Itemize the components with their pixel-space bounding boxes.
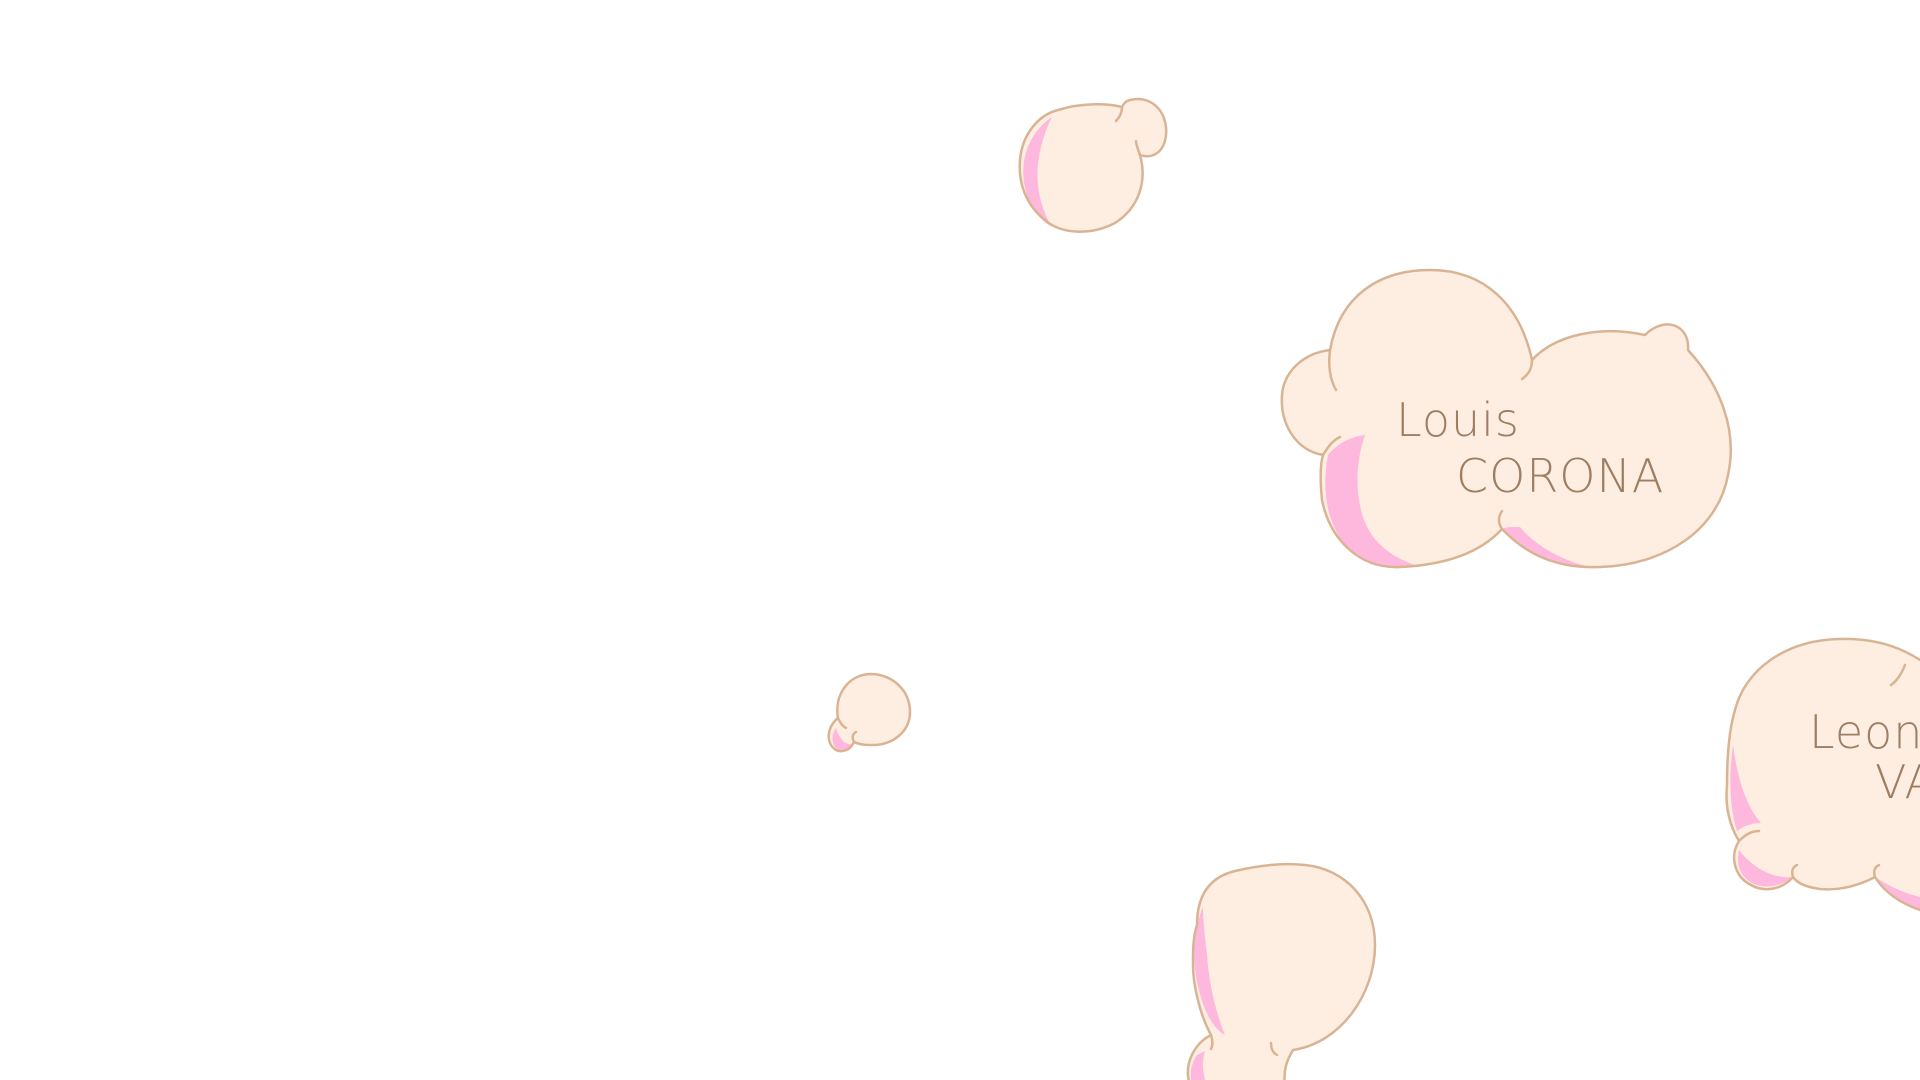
cloud-shadow [832, 728, 854, 752]
cloud-shadow [1023, 117, 1052, 227]
cloud-detail [836, 716, 858, 744]
cloud-body [1281, 270, 1731, 568]
cloud-body [1726, 638, 1920, 910]
cloud-detail [1209, 1033, 1279, 1057]
small-cloud-bubble-top[interactable] [1010, 95, 1180, 240]
cloud-detail [1321, 348, 1534, 531]
cloud-shadow [1730, 745, 1920, 910]
cloud-shape [1725, 637, 1920, 912]
small-cloud-bubble-middle[interactable] [822, 670, 917, 755]
cloud-body [828, 674, 910, 752]
cloud-outline [1018, 97, 1168, 233]
cloud-outline [827, 672, 912, 753]
cloud-louis-corona[interactable]: Louis CORONA [1270, 265, 1750, 625]
cloud-body [1019, 99, 1167, 232]
cloud-detail [1114, 105, 1142, 157]
cloud-leon-va[interactable]: Leon VA [1715, 635, 1920, 915]
cloud-shadow [1325, 435, 1590, 568]
cloud-shadow [1190, 907, 1225, 1080]
cloud-shape [827, 672, 912, 753]
cloud-body [1187, 864, 1375, 1080]
cloud-outline [1186, 863, 1377, 1080]
cloud-detail [1737, 663, 1907, 879]
cloud-shape [1280, 268, 1732, 569]
cloud-bubble-bottom[interactable] [1175, 855, 1395, 1080]
cloud-outline [1280, 268, 1732, 569]
cloud-shape [1186, 863, 1377, 1080]
cloud-shape [1018, 97, 1168, 233]
